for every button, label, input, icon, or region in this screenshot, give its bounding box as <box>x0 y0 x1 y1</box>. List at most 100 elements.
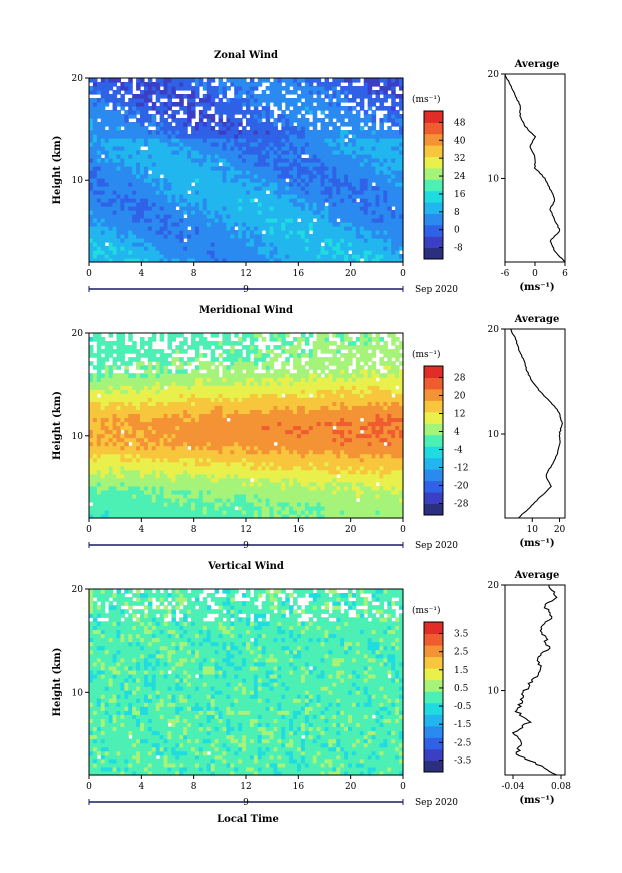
heatmap-cell <box>375 78 381 83</box>
heatmap-cell <box>92 393 98 398</box>
heatmap-cell <box>214 206 220 211</box>
heatmap-cell <box>206 397 212 402</box>
heatmap-cell <box>253 150 259 155</box>
heatmap-cell <box>230 513 235 519</box>
heatmap-cell <box>140 118 145 123</box>
heatmap-cell <box>143 385 149 390</box>
heatmap-cell <box>344 90 349 95</box>
heatmap-cell <box>112 102 118 107</box>
heatmap-cell <box>191 230 196 235</box>
colorbar-swatch <box>424 145 443 158</box>
heatmap-cell <box>96 214 102 219</box>
heatmap-cell <box>92 246 98 251</box>
heatmap-cell <box>351 242 357 247</box>
heatmap-cell <box>273 258 278 263</box>
profile-y-tick-label: 20 <box>488 70 500 80</box>
heatmap-cell <box>198 150 204 155</box>
heatmap-cell <box>89 86 94 91</box>
heatmap-cell <box>210 453 216 459</box>
heatmap-cell <box>249 110 255 115</box>
heatmap-cell <box>328 130 333 135</box>
heatmap-cell <box>194 501 200 507</box>
heatmap-cell <box>187 441 192 447</box>
heatmap-cell <box>265 150 271 155</box>
heatmap-cell <box>222 102 227 107</box>
heatmap-cell <box>293 102 298 107</box>
heatmap-cell <box>171 349 176 354</box>
heatmap-cell <box>143 258 149 263</box>
heatmap-cell <box>100 206 106 211</box>
heatmap-cell <box>218 457 224 463</box>
heatmap-cell <box>202 413 208 419</box>
heatmap-cell <box>316 182 322 187</box>
heatmap-cell <box>336 82 341 87</box>
heatmap-cell <box>140 198 145 203</box>
heatmap-cell <box>104 449 110 455</box>
heatmap-cell <box>136 170 141 175</box>
heatmap-cell <box>340 86 345 91</box>
heatmap-cell <box>116 162 121 167</box>
heatmap-cell <box>171 94 176 99</box>
heatmap-cell <box>316 258 322 263</box>
heatmap-cell <box>104 82 110 87</box>
heatmap-cell <box>108 78 114 83</box>
heatmap-cell <box>183 254 188 259</box>
heatmap-cell <box>363 234 369 239</box>
heatmap-cell <box>230 182 235 187</box>
heatmap-cell <box>124 449 129 455</box>
heatmap-cell <box>108 409 114 415</box>
heatmap-cell <box>155 218 161 223</box>
heatmap-cell <box>163 130 169 135</box>
heatmap-cell <box>198 353 204 358</box>
heatmap-cell <box>167 150 173 155</box>
heatmap-cell <box>265 206 271 211</box>
heatmap-cell <box>171 190 176 195</box>
heatmap-cell <box>359 174 365 179</box>
heatmap-cell <box>238 110 243 115</box>
heatmap-cell <box>218 497 224 503</box>
heatmap-cell <box>151 258 157 263</box>
heatmap-cell <box>300 238 306 243</box>
heatmap-cell <box>198 485 204 491</box>
heatmap-cell <box>371 138 377 143</box>
heatmap-cell <box>147 345 153 350</box>
heatmap-cell <box>328 114 333 119</box>
heatmap-cell <box>187 457 192 463</box>
heatmap-cell <box>198 481 204 487</box>
heatmap-cell <box>136 393 141 398</box>
heatmap-cell <box>375 250 381 255</box>
heatmap-cell <box>104 162 110 167</box>
heatmap-cell <box>147 417 153 423</box>
heatmap-cell <box>226 333 231 338</box>
heatmap-cell <box>96 166 102 171</box>
heatmap-cell <box>222 214 227 219</box>
heatmap-cell <box>143 170 149 175</box>
heatmap-cell <box>214 222 220 227</box>
heatmap-cell <box>289 102 294 107</box>
heatmap-cell <box>312 122 318 127</box>
heatmap-cell <box>246 238 251 243</box>
heatmap-cell <box>163 437 169 443</box>
heatmap-cell <box>340 222 345 227</box>
heatmap-cell <box>183 162 188 167</box>
heatmap-cell <box>336 182 341 187</box>
heatmap-cell <box>206 393 212 398</box>
heatmap-cell <box>89 489 94 495</box>
heatmap-cell <box>308 86 314 91</box>
heatmap-cell <box>238 146 243 151</box>
heatmap-cell <box>206 413 212 419</box>
heatmap-cell <box>147 246 153 251</box>
heatmap-cell <box>155 477 161 483</box>
heatmap-cell <box>116 473 121 479</box>
heatmap-cell <box>281 194 286 199</box>
heatmap-cell <box>285 182 290 187</box>
heatmap-cell <box>257 102 263 107</box>
heatmap-cell <box>328 146 333 151</box>
heatmap-cell <box>210 94 216 99</box>
heatmap-cell <box>281 118 286 123</box>
heatmap-cell <box>89 250 94 255</box>
heatmap-cell <box>395 102 400 107</box>
heatmap-cell <box>324 222 330 227</box>
heatmap-cell <box>367 250 373 255</box>
heatmap-cell <box>140 409 145 415</box>
